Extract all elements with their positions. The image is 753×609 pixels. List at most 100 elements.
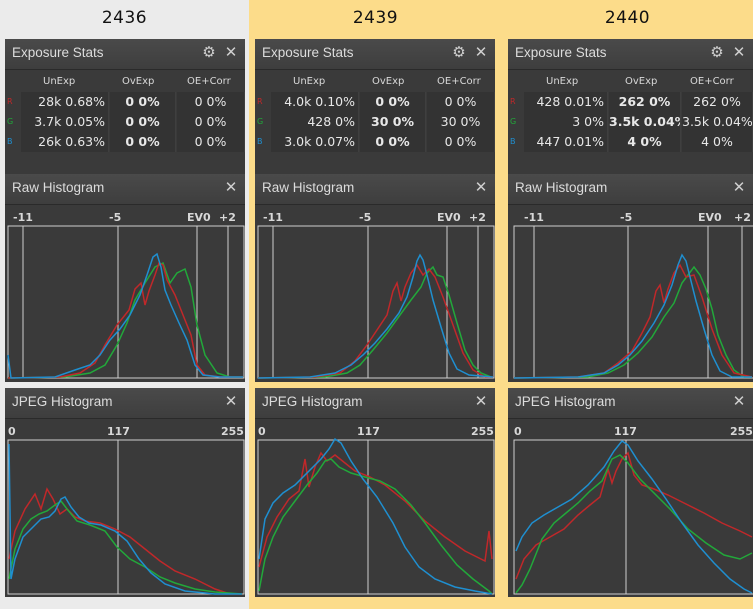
corr-value: 0 0% <box>177 132 245 152</box>
jpeg-histogram-svg: 0 117 255 <box>257 425 495 595</box>
channel-label: B <box>510 137 516 146</box>
close-icon[interactable]: ✕ <box>474 43 488 61</box>
tick-label: -5 <box>620 211 632 224</box>
panel-title: Raw Histogram <box>12 180 105 195</box>
red-curve <box>513 263 753 379</box>
panel-header: Exposure Stats ⚙ ✕ <box>508 39 753 70</box>
close-icon[interactable]: ✕ <box>224 43 238 61</box>
header-oecorr: OE+Corr <box>187 76 231 87</box>
gear-icon[interactable]: ⚙ <box>710 43 724 61</box>
panel-header: Raw Histogram ✕ <box>255 174 495 205</box>
jpeg-histogram-plot: 0 117 255 <box>508 419 753 597</box>
ovexp-value: 0 0% <box>360 132 426 152</box>
corr-value: 30 0% <box>427 112 495 132</box>
jpeg-histogram-svg: 0 117 255 <box>7 425 245 595</box>
close-icon[interactable]: ✕ <box>732 392 746 410</box>
gear-icon[interactable]: ⚙ <box>202 43 216 61</box>
channel-label: G <box>257 117 264 126</box>
plot-frame <box>7 439 245 595</box>
tick-label: -5 <box>109 211 121 224</box>
close-icon[interactable]: ✕ <box>474 392 488 410</box>
plot-frame <box>513 225 753 379</box>
tick-label: EV0 <box>187 211 211 224</box>
corr-value: 0 0% <box>177 112 245 132</box>
channel-label: R <box>7 97 13 106</box>
header-ovexp: OvExp <box>122 76 155 87</box>
header-oecorr: OE+Corr <box>690 76 734 87</box>
stats-table: UnExp OvExp OE+Corr R 428 0.01% 262 0% 2… <box>508 70 753 182</box>
channel-label: B <box>7 137 13 146</box>
column-2440: 2440 Exposure Stats ⚙ ✕ UnExp OvExp OE+C… <box>502 0 753 609</box>
close-icon[interactable]: ✕ <box>474 178 488 196</box>
ovexp-value: 0 0% <box>110 92 176 112</box>
exposure-stats-panel: Exposure Stats ⚙ ✕ UnExp OvExp OE+Corr R… <box>508 39 753 182</box>
column-2439: 2439 Exposure Stats ⚙ ✕ UnExp OvExp OE+C… <box>249 0 502 609</box>
tick-label: 0 <box>8 425 16 438</box>
unexp-value: 28k 0.68% <box>21 92 109 112</box>
corr-value: 0 0% <box>177 92 245 112</box>
panel-header: Exposure Stats ⚙ ✕ <box>255 39 495 70</box>
tick-label: 255 <box>730 425 753 438</box>
stats-row-r: R 428 0.01% 262 0% 262 0% <box>508 92 753 112</box>
tick-label: +2 <box>734 211 751 224</box>
tick-label: 0 <box>514 425 522 438</box>
channel-label: G <box>510 117 517 126</box>
raw-histogram-plot: -11 -5 EV0 +2 <box>5 205 245 382</box>
panel-header: JPEG Histogram ✕ <box>508 388 753 419</box>
tick-label: 0 <box>258 425 266 438</box>
corr-value: 3.5k 0.04% <box>682 112 753 132</box>
close-icon[interactable]: ✕ <box>732 178 746 196</box>
stats-row-g: G 428 0% 30 0% 30 0% <box>255 112 495 132</box>
raw-histogram-svg: -11 -5 EV0 +2 <box>257 211 495 379</box>
close-icon[interactable]: ✕ <box>732 43 746 61</box>
blue-curve <box>257 253 494 379</box>
exposure-stats-panel: Exposure Stats ⚙ ✕ UnExp OvExp OE+Corr R… <box>255 39 495 182</box>
unexp-value: 26k 0.63% <box>21 132 109 152</box>
red-curve <box>515 451 753 580</box>
channel-label: B <box>257 137 263 146</box>
tick-label: -11 <box>524 211 544 224</box>
panel-title: JPEG Histogram <box>262 394 363 409</box>
tick-label: 117 <box>357 425 380 438</box>
header-unexp: UnExp <box>293 76 326 87</box>
stats-header: UnExp OvExp OE+Corr <box>508 74 753 90</box>
tick-label: +2 <box>219 211 236 224</box>
header-unexp: UnExp <box>43 76 76 87</box>
stats-row-g: G 3.7k 0.05% 0 0% 0 0% <box>5 112 245 132</box>
panel-title: Exposure Stats <box>515 45 607 60</box>
stats-header: UnExp OvExp OE+Corr <box>255 74 495 90</box>
tick-label: -11 <box>263 211 283 224</box>
tick-label: EV0 <box>698 211 722 224</box>
header-ovexp: OvExp <box>372 76 405 87</box>
unexp-value: 447 0.01% <box>524 132 608 152</box>
stats-row-b: B 26k 0.63% 0 0% 0 0% <box>5 132 245 152</box>
gear-icon[interactable]: ⚙ <box>452 43 466 61</box>
jpeg-histogram-plot: 0 117 255 <box>5 419 245 597</box>
tick-label: -11 <box>13 211 33 224</box>
unexp-value: 4.0k 0.10% <box>271 92 359 112</box>
stats-header: UnExp OvExp OE+Corr <box>5 74 245 90</box>
column-title: 2439 <box>352 8 399 28</box>
tick-label: EV0 <box>437 211 461 224</box>
plot-frame <box>257 225 495 379</box>
close-icon[interactable]: ✕ <box>224 392 238 410</box>
column-2436: 2436 Exposure Stats ⚙ ✕ UnExp OvExp OE+C… <box>0 0 249 609</box>
blue-curve <box>7 252 243 379</box>
ovexp-value: 0 0% <box>110 112 176 132</box>
panel-header: Raw Histogram ✕ <box>5 174 245 205</box>
panel-title: Exposure Stats <box>262 45 354 60</box>
green-curve <box>515 454 753 594</box>
header-ovexp: OvExp <box>625 76 658 87</box>
panel-title: Exposure Stats <box>12 45 104 60</box>
raw-histogram-panel: Raw Histogram ✕ -11 -5 EV0 +2 <box>255 174 495 382</box>
jpeg-histogram-panel: JPEG Histogram ✕ 0 117 255 <box>255 388 495 597</box>
stats-row-r: R 28k 0.68% 0 0% 0 0% <box>5 92 245 112</box>
red-curve <box>257 263 493 379</box>
tick-label: 117 <box>614 425 637 438</box>
plot-frame <box>257 439 495 595</box>
plot-frame <box>7 225 245 379</box>
close-icon[interactable]: ✕ <box>224 178 238 196</box>
unexp-value: 3.0k 0.07% <box>271 132 359 152</box>
unexp-value: 428 0.01% <box>524 92 608 112</box>
red-curve <box>258 451 493 568</box>
